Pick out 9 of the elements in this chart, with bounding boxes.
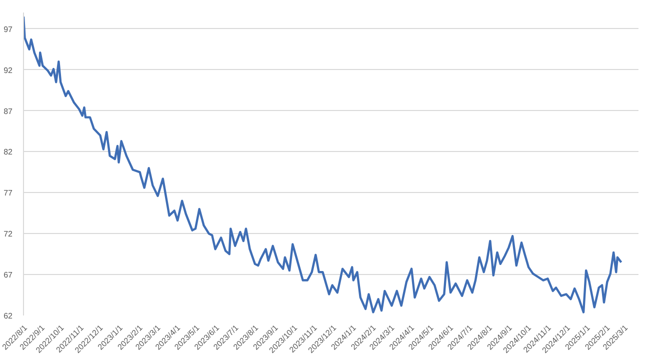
y-tick-label: 82: [4, 148, 14, 157]
y-tick-label: 72: [4, 230, 14, 239]
y-tick-label: 92: [4, 66, 14, 75]
y-tick-label: 87: [4, 106, 14, 116]
y-tick-label: 77: [4, 188, 14, 198]
y-tick-label: 67: [4, 270, 14, 280]
y-tick-label: 62: [4, 312, 14, 320]
line-series: [24, 15, 622, 314]
y-tick-label: 97: [4, 24, 14, 34]
